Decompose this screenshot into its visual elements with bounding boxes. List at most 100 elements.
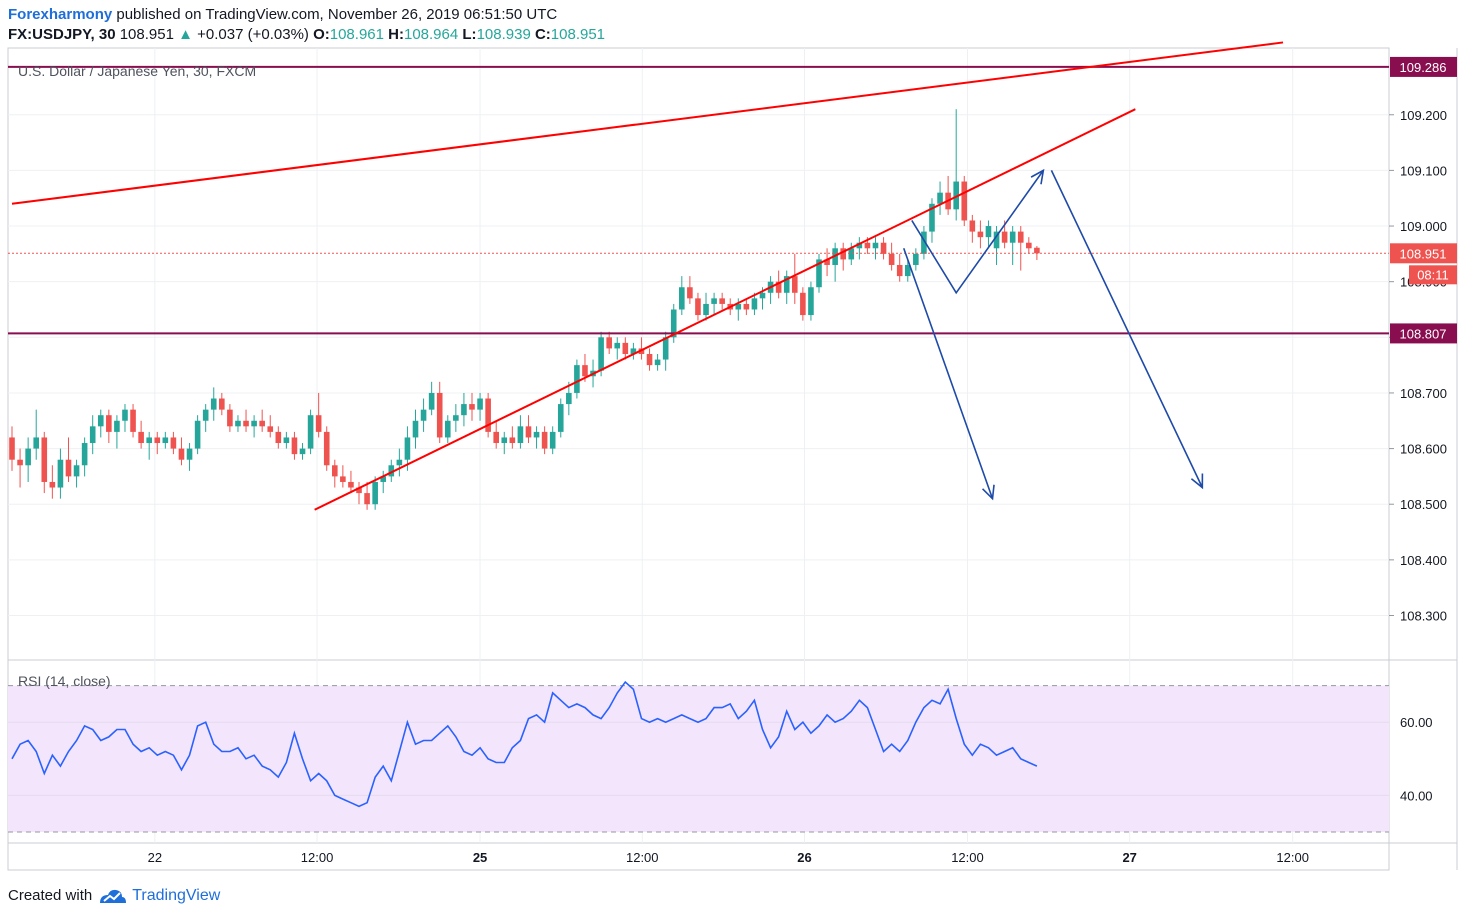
arrow-head-icon <box>1030 168 1045 185</box>
candle-body <box>9 437 15 460</box>
candle-body <box>856 242 863 249</box>
projection-arrow-zigzag <box>911 169 1044 295</box>
candles <box>9 109 1040 510</box>
tradingview-link[interactable]: TradingView <box>132 887 221 904</box>
candle-body <box>872 242 879 249</box>
price-change: +0.037 (+0.03%) <box>197 26 309 43</box>
candle-body <box>679 287 685 310</box>
candle-body <box>477 398 483 410</box>
low-label: L: <box>462 26 477 43</box>
close-value: 108.951 <box>550 26 606 43</box>
price-tick-label: 108.700 <box>1400 386 1447 401</box>
symbol-label[interactable]: FX:USDJPY, 30 <box>8 26 116 43</box>
candle-body <box>461 404 467 416</box>
candle-body <box>73 465 80 477</box>
candle-body <box>791 276 798 293</box>
candle-body <box>953 181 959 210</box>
candle-body <box>227 409 233 427</box>
candle-body <box>89 426 96 444</box>
time-tick-label: 12:00 <box>626 850 659 865</box>
arrow-head-icon <box>1190 473 1204 490</box>
candle-body <box>186 448 193 460</box>
candle-body <box>606 337 612 349</box>
resistance-price-tag-bg <box>1390 56 1457 77</box>
candle-body <box>267 426 274 432</box>
candle-body <box>1017 231 1024 243</box>
last-price-tag: 108.951 <box>1400 246 1447 261</box>
candle-body <box>106 415 112 432</box>
time-tick-label: 25 <box>473 850 487 865</box>
high-label: H: <box>388 26 404 43</box>
open-label: O: <box>313 26 330 43</box>
last-price: 108.951 <box>119 26 174 43</box>
candle-body <box>695 298 701 316</box>
candle-body <box>219 398 225 410</box>
candle-body <box>57 459 64 488</box>
projection-arrow-short <box>902 248 994 499</box>
candle-body <box>122 409 128 421</box>
candle-body <box>404 437 411 460</box>
axes: 109.200109.100109.000108.900108.800108.7… <box>148 56 1457 865</box>
candle-body <box>388 465 395 477</box>
footer: Created with TradingView <box>8 885 220 907</box>
candle-body <box>501 437 508 444</box>
candle-body <box>622 342 629 354</box>
chart-title: U.S. Dollar / Japanese Yen, 30, FXCM <box>18 63 256 79</box>
candle-body <box>840 248 847 260</box>
candle-body <box>259 420 265 427</box>
created-with-label: Created with <box>8 887 93 904</box>
candle-body <box>993 231 1000 249</box>
candle-body <box>275 431 282 444</box>
open-value: 108.961 <box>329 26 384 43</box>
candle-body <box>469 404 475 410</box>
rsi-band <box>8 685 1389 833</box>
rsi-panel <box>8 680 1389 833</box>
candle-body <box>332 465 338 477</box>
candle-body <box>283 437 290 444</box>
candle-body <box>1026 242 1032 249</box>
candle-body <box>662 337 669 360</box>
price-tick-label: 109.100 <box>1400 163 1447 178</box>
candle-body <box>646 354 653 366</box>
candle-body <box>848 248 855 260</box>
lower-trendline <box>314 108 1136 511</box>
projection-arrow-long <box>1050 170 1204 488</box>
support-price-tag: 108.807 <box>1400 326 1447 341</box>
candle-body <box>444 420 451 438</box>
price-tick-label: 108.300 <box>1400 608 1447 623</box>
candle-body <box>162 437 169 444</box>
candle-body <box>864 242 871 249</box>
candle-body <box>146 437 152 444</box>
rsi-title: RSI (14, close) <box>18 673 111 689</box>
candle-body <box>880 242 887 254</box>
candle-body <box>921 231 927 254</box>
candle-body <box>800 292 806 316</box>
publisher-name[interactable]: Forexharmony <box>8 6 113 23</box>
grid <box>7 47 1458 871</box>
candle-body <box>759 292 766 299</box>
time-tick-label: 27 <box>1122 850 1136 865</box>
candle-body <box>396 459 403 466</box>
candle-body <box>485 398 491 432</box>
candle-body <box>436 392 443 438</box>
drawings[interactable] <box>8 41 1389 511</box>
rsi-tick-label: 40.00 <box>1400 788 1433 803</box>
candle-body <box>808 287 814 316</box>
time-tick-label: 26 <box>797 850 811 865</box>
candle-body <box>97 415 104 427</box>
candle-body <box>428 392 435 410</box>
candle-body <box>703 303 709 316</box>
publish-info: published on TradingView.com, November 2… <box>112 6 558 23</box>
candle-body <box>743 303 750 310</box>
candle-body <box>356 487 362 494</box>
rsi-tick-label: 60.00 <box>1400 715 1433 730</box>
candle-body <box>323 431 330 466</box>
candle-body <box>194 420 201 449</box>
time-tick-label: 12:00 <box>1276 850 1309 865</box>
candle-body <box>380 476 387 482</box>
candle-body <box>969 220 976 232</box>
candle-body <box>138 431 144 444</box>
price-tick-label: 108.600 <box>1400 442 1447 457</box>
candle-body <box>1034 247 1040 254</box>
